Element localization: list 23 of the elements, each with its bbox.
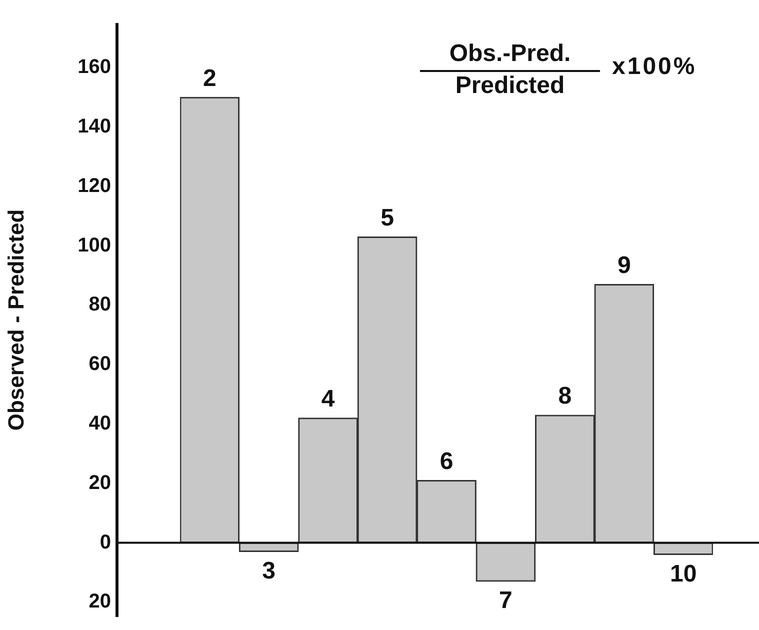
- x-tick-label: 10: [670, 560, 697, 588]
- x-tick-label: 7: [499, 586, 512, 614]
- annotation: x100%: [612, 53, 697, 81]
- x-tick-label: 5: [380, 204, 394, 232]
- y-tick-label: 20: [88, 472, 111, 494]
- x-tick-label: 4: [321, 386, 336, 413]
- x-tick-label: 8: [558, 382, 572, 410]
- y-tick-label: 20: [88, 590, 111, 613]
- x-tick-label: 3: [262, 557, 276, 584]
- y-tick-label: 100: [78, 234, 111, 256]
- y-tick-label: 160: [78, 56, 111, 78]
- y-tick-label: 60: [88, 353, 111, 376]
- text: Predicted: [454, 72, 566, 100]
- x-tick-label: 9: [617, 252, 631, 279]
- y-tick-label: 120: [78, 174, 111, 197]
- x-tick-label: 2: [202, 64, 216, 92]
- y-axis-title: Observed - Predicted: [3, 209, 28, 431]
- text: Obs.-Pred.: [420, 40, 600, 72]
- y-tick-label: 140: [78, 115, 111, 138]
- y-tick-label: 40: [88, 412, 111, 434]
- x-tick-label: 6: [440, 448, 454, 476]
- y-tick-label: 0: [100, 531, 111, 554]
- y-tick-label: 80: [88, 294, 111, 316]
